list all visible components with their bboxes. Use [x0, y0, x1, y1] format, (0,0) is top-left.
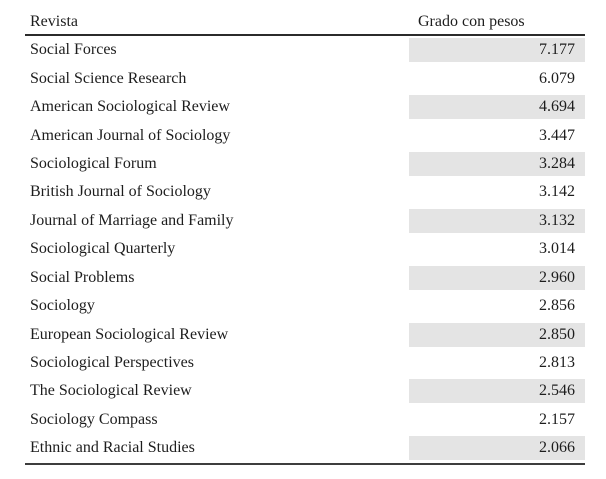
weighted-degree-value: 3.142: [539, 183, 575, 201]
weighted-degree-value: 2.960: [409, 265, 585, 290]
weighted-degree-value: 6.079: [539, 69, 575, 87]
weighted-degree-value: 3.014: [539, 240, 575, 258]
weighted-degree-value: 2.850: [409, 322, 585, 347]
journal-name: Sociological Forum: [30, 154, 157, 172]
journal-name: Sociological Quarterly: [30, 240, 176, 258]
journal-name: Social Forces: [30, 41, 117, 59]
journal-name: Ethnic and Racial Studies: [30, 439, 195, 457]
table-row: Journal of Marriage and Family 3.132: [25, 207, 585, 235]
table-row: American Journal of Sociology 3.447: [25, 121, 585, 149]
journal-name: Sociology Compass: [30, 410, 158, 428]
table-header-row: Revista Grado con pesos: [25, 12, 585, 36]
weighted-degree-value: 3.447: [539, 126, 575, 144]
journal-name: British Journal of Sociology: [30, 183, 211, 201]
weighted-degree-value: 2.813: [539, 354, 575, 372]
table-row: Sociology 2.856: [25, 292, 585, 320]
table-row: Social Science Research 6.079: [25, 64, 585, 92]
table-row: Sociological Quarterly 3.014: [25, 235, 585, 263]
table-row: Social Forces 7.177: [25, 36, 585, 64]
column-header-revista: Revista: [30, 13, 78, 30]
journal-name: Social Problems: [30, 268, 135, 286]
table-row: Sociology Compass 2.157: [25, 406, 585, 434]
table-row: British Journal of Sociology 3.142: [25, 178, 585, 206]
weighted-degree-value: 2.546: [409, 379, 585, 404]
table-row: European Sociological Review 2.850: [25, 320, 585, 348]
table-row: Sociological Perspectives 2.813: [25, 349, 585, 377]
journal-name: European Sociological Review: [30, 325, 229, 343]
column-header-grado-con-pesos: Grado con pesos: [418, 13, 525, 30]
weighted-degree-value: 3.284: [409, 151, 585, 176]
journal-name: Sociology: [30, 297, 95, 315]
table-row: Ethnic and Racial Studies 2.066: [25, 434, 585, 462]
journals-weighted-degree-table: Revista Grado con pesos Social Forces 7.…: [25, 12, 585, 465]
table-body: Social Forces 7.177 Social Science Resea…: [25, 36, 585, 465]
table-row: American Sociological Review 4.694: [25, 93, 585, 121]
table-row: The Sociological Review 2.546: [25, 377, 585, 405]
weighted-degree-value: 7.177: [409, 38, 585, 63]
weighted-degree-value: 3.132: [409, 208, 585, 233]
journal-name: American Sociological Review: [30, 98, 230, 116]
journal-name: Sociological Perspectives: [30, 354, 194, 372]
weighted-degree-value: 2.066: [409, 436, 585, 461]
table-row: Social Problems 2.960: [25, 264, 585, 292]
journal-name: Social Science Research: [30, 69, 187, 87]
journal-name: The Sociological Review: [30, 382, 192, 400]
table-row: Sociological Forum 3.284: [25, 150, 585, 178]
weighted-degree-value: 4.694: [409, 95, 585, 120]
weighted-degree-value: 2.157: [539, 410, 575, 428]
journal-name: Journal of Marriage and Family: [30, 211, 234, 229]
weighted-degree-value: 2.856: [539, 297, 575, 315]
journal-name: American Journal of Sociology: [30, 126, 231, 144]
